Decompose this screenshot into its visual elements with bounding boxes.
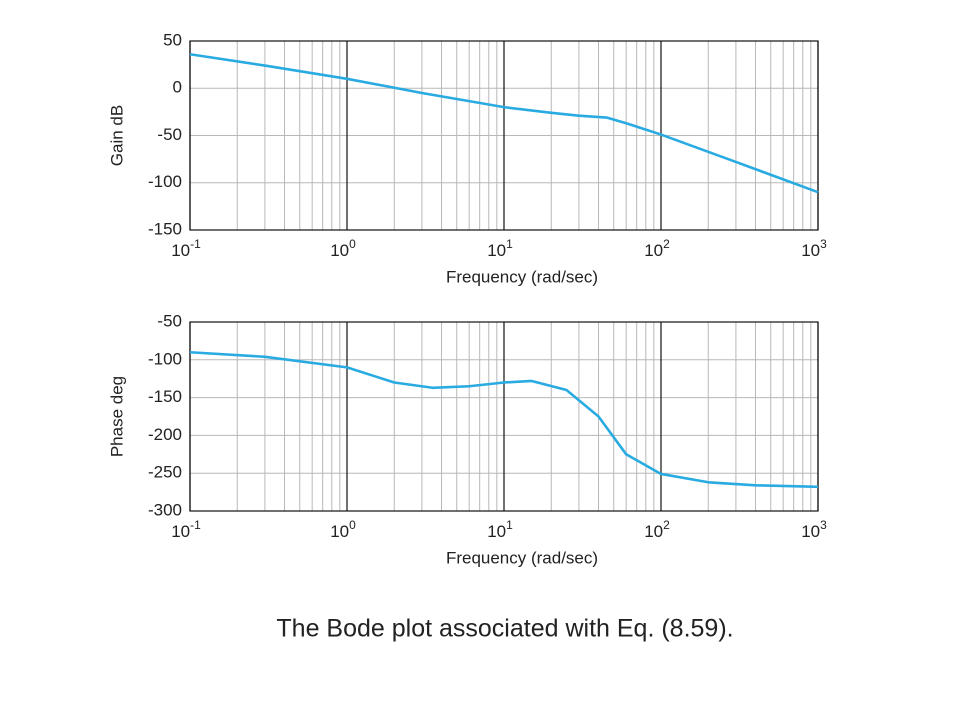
data-line (189, 350, 819, 489)
x-tick-label: 100 (330, 237, 356, 260)
y-tick-label: -150 (148, 219, 182, 238)
y-axis-label: Gain dB (107, 105, 126, 166)
x-axis-label: Frequency (rad/sec) (446, 548, 598, 567)
x-tick-label: 103 (801, 518, 827, 541)
x-tick-base: 10 (171, 241, 190, 260)
y-tick-label: -200 (148, 425, 182, 444)
x-tick-base: 10 (801, 241, 820, 260)
x-tick-exponent: 3 (820, 237, 827, 251)
y-axis-label: Phase deg (107, 376, 126, 457)
x-tick-base: 10 (644, 522, 663, 541)
plot-frame (189, 321, 819, 512)
x-tick-base: 10 (644, 241, 663, 260)
x-tick-exponent: -1 (190, 237, 201, 251)
y-tick-label: -100 (148, 349, 182, 368)
x-tick-base: 10 (330, 522, 349, 541)
x-axis-label: Frequency (rad/sec) (446, 267, 598, 286)
y-tick-label: -300 (148, 500, 182, 519)
x-tick-label: 10-1 (171, 518, 201, 541)
y-tick-label: -50 (157, 125, 182, 144)
x-tick-base: 10 (487, 522, 506, 541)
x-tick-label: 101 (487, 518, 513, 541)
x-tick-exponent: 1 (506, 237, 513, 251)
y-tick-label: -150 (148, 387, 182, 406)
x-tick-label: 100 (330, 518, 356, 541)
y-tick-label: -50 (157, 311, 182, 330)
x-tick-exponent: 2 (663, 237, 670, 251)
x-tick-label: 10-1 (171, 237, 201, 260)
x-tick-exponent: 2 (663, 518, 670, 532)
y-tick-label: -250 (148, 463, 182, 482)
x-tick-label: 101 (487, 237, 513, 260)
y-tick-label: 0 (173, 78, 182, 97)
plot-frame (189, 40, 819, 231)
x-tick-exponent: 1 (506, 518, 513, 532)
x-tick-exponent: -1 (190, 518, 201, 532)
x-tick-base: 10 (330, 241, 349, 260)
x-tick-exponent: 0 (349, 518, 356, 532)
x-tick-base: 10 (171, 522, 190, 541)
x-tick-exponent: 0 (349, 237, 356, 251)
x-tick-label: 102 (644, 237, 670, 260)
y-tick-label: 50 (163, 30, 182, 49)
x-tick-exponent: 3 (820, 518, 827, 532)
x-tick-label: 102 (644, 518, 670, 541)
caption: The Bode plot associated with Eq. (8.59)… (276, 615, 733, 643)
y-tick-label: -100 (148, 172, 182, 191)
x-tick-base: 10 (487, 241, 506, 260)
x-tick-label: 103 (801, 237, 827, 260)
x-tick-base: 10 (801, 522, 820, 541)
data-line (189, 52, 819, 194)
